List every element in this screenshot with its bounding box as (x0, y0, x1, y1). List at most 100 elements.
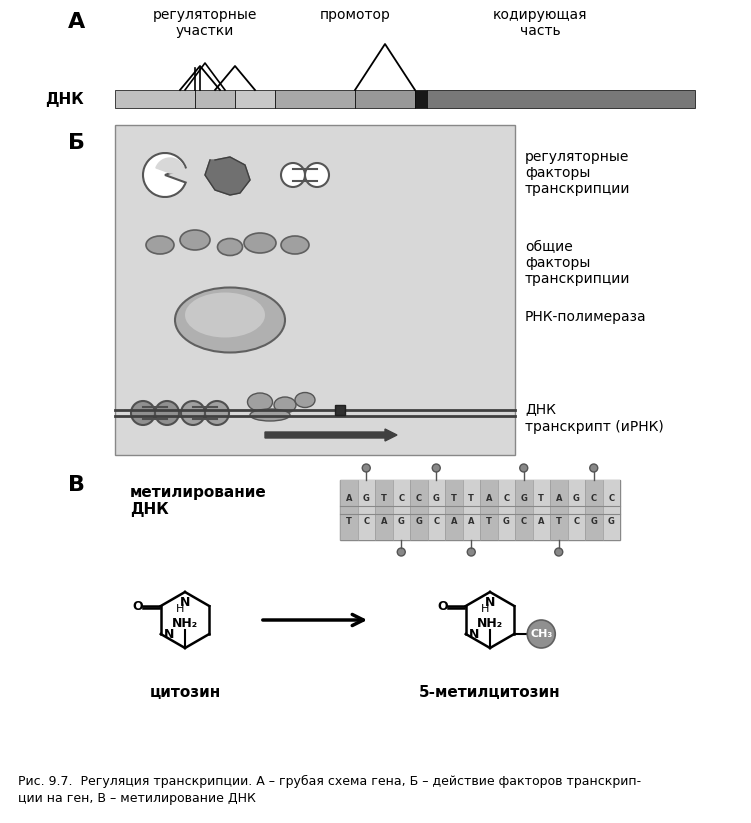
Text: кодирующая
часть: кодирующая часть (493, 8, 587, 38)
Text: G: G (398, 518, 405, 527)
Text: 5-метилцитозин: 5-метилцитозин (419, 685, 561, 700)
Text: А: А (68, 12, 86, 32)
Bar (143, 407, 167, 419)
Text: общие
факторы
транскрипции: общие факторы транскрипции (525, 240, 631, 286)
Text: G: G (590, 518, 597, 527)
Text: G: G (608, 518, 614, 527)
Text: транскрипт (иРНК): транскрипт (иРНК) (525, 420, 664, 434)
Text: H: H (176, 604, 184, 614)
Circle shape (281, 163, 305, 187)
Bar (463, 480, 480, 540)
Text: C: C (398, 494, 404, 503)
Ellipse shape (244, 233, 276, 253)
Text: T: T (381, 494, 387, 503)
Circle shape (205, 401, 229, 425)
Text: ДНК: ДНК (45, 91, 84, 106)
Text: C: C (591, 494, 597, 503)
Text: N: N (485, 596, 495, 609)
Bar (568, 480, 585, 540)
Text: C: C (520, 518, 526, 527)
Text: A: A (538, 518, 544, 527)
Circle shape (433, 464, 440, 472)
Text: A: A (556, 494, 562, 503)
Text: регуляторные
факторы
транскрипции: регуляторные факторы транскрипции (525, 150, 631, 197)
Bar (427, 90, 695, 108)
Circle shape (520, 464, 528, 472)
Text: промотор: промотор (320, 8, 391, 22)
Text: A: A (381, 518, 387, 527)
Text: T: T (345, 518, 351, 527)
Text: G: G (415, 518, 422, 527)
Bar (532, 480, 550, 540)
Bar (355, 90, 415, 108)
Bar (357, 480, 375, 540)
Bar (585, 480, 602, 540)
Bar (515, 480, 532, 540)
Bar (445, 480, 463, 540)
Text: C: C (503, 494, 509, 503)
Text: C: C (573, 518, 579, 527)
Bar (550, 480, 568, 540)
Bar (410, 480, 427, 540)
Ellipse shape (185, 292, 265, 337)
Text: регуляторные
участки: регуляторные участки (152, 8, 257, 38)
Ellipse shape (295, 393, 315, 407)
Text: N: N (179, 596, 190, 609)
Text: G: G (573, 494, 580, 503)
Circle shape (397, 548, 406, 556)
Text: РНК-полимераза: РНК-полимераза (525, 310, 647, 324)
Circle shape (362, 464, 370, 472)
Text: T: T (451, 494, 457, 503)
Circle shape (181, 401, 205, 425)
Bar (235, 90, 275, 108)
Text: C: C (363, 518, 369, 527)
Bar (393, 480, 410, 540)
Circle shape (131, 401, 155, 425)
Text: В: В (68, 475, 85, 495)
Circle shape (155, 401, 179, 425)
Text: C: C (433, 518, 439, 527)
Wedge shape (156, 158, 185, 173)
Ellipse shape (218, 239, 243, 255)
Text: T: T (556, 518, 562, 527)
Text: A: A (451, 518, 457, 527)
Ellipse shape (281, 236, 309, 254)
Text: T: T (486, 518, 492, 527)
Bar (340, 480, 357, 540)
Bar (480, 480, 497, 540)
Text: N: N (164, 627, 174, 640)
Text: ДНК: ДНК (525, 402, 556, 416)
Bar (293, 169, 317, 181)
Text: NH₂: NH₂ (172, 617, 198, 630)
Ellipse shape (175, 287, 285, 352)
Bar (497, 480, 515, 540)
Text: Б: Б (68, 133, 85, 153)
Text: цитозин: цитозин (149, 685, 221, 700)
Bar (427, 480, 445, 540)
Bar (275, 90, 355, 108)
Text: T: T (469, 494, 474, 503)
Circle shape (305, 163, 329, 187)
Bar (115, 90, 195, 108)
Text: C: C (416, 494, 422, 503)
Text: A: A (345, 494, 352, 503)
Text: O: O (132, 599, 143, 612)
Bar (375, 480, 393, 540)
Ellipse shape (274, 397, 296, 413)
Bar (415, 90, 427, 108)
Ellipse shape (180, 230, 210, 250)
Bar (335, 405, 345, 415)
Text: метилирование
ДНК: метилирование ДНК (130, 485, 267, 518)
Ellipse shape (248, 393, 273, 411)
Text: NH₂: NH₂ (477, 617, 503, 630)
Text: C: C (608, 494, 614, 503)
Text: A: A (485, 494, 492, 503)
Text: G: G (363, 494, 369, 503)
Circle shape (555, 548, 562, 556)
Bar (115, 125, 515, 455)
Text: G: G (433, 494, 439, 503)
Text: O: O (437, 599, 448, 612)
Text: CH₃: CH₃ (530, 629, 553, 639)
Circle shape (467, 548, 475, 556)
Text: N: N (469, 627, 479, 640)
